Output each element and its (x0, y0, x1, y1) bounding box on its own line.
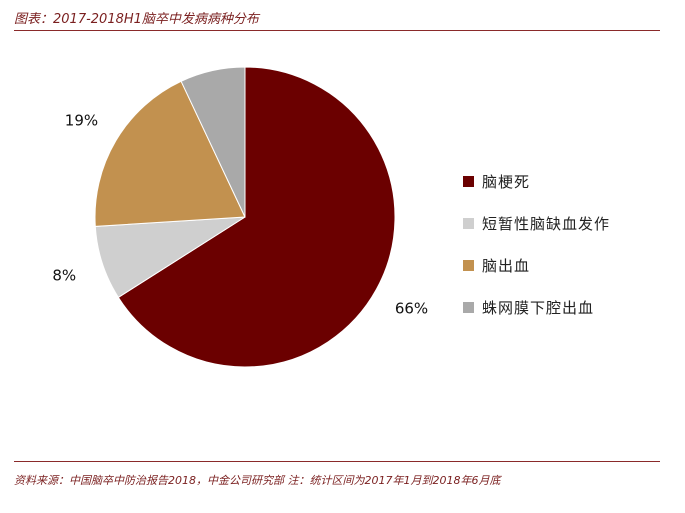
legend-item-tia: 短暂性脑缺血发作 (463, 212, 610, 234)
legend-label: 蛛网膜下腔出血 (482, 298, 595, 317)
legend-swatch (463, 175, 474, 187)
pie-slice-cerebral-hemorrhage (94, 80, 246, 227)
pie-slice-subarachnoid-hemorrhage (180, 66, 246, 218)
legend-item-cerebral-hemorrhage: 脑出血 (463, 254, 610, 276)
slice-label-cerebral-infarction: 66% (395, 300, 428, 318)
chart-title: 图表：2017-2018H1脑卒中发病病种分布 (14, 12, 259, 27)
pie-slice-cerebral-infarction (117, 66, 396, 368)
legend-label: 脑梗死 (482, 172, 531, 191)
slice-label-tia: 8% (52, 267, 76, 285)
title-divider (14, 30, 660, 31)
chart-legend: 脑梗死 短暂性脑缺血发作 脑出血 蛛网膜下腔出血 (463, 170, 610, 338)
legend-item-cerebral-infarction: 脑梗死 (463, 170, 610, 192)
legend-label: 短暂性脑缺血发作 (482, 214, 611, 233)
source-note: 资料来源：中国脑卒中防治报告2018，中金公司研究部 注：统计区间为2017年1… (14, 474, 501, 487)
legend-swatch (463, 259, 474, 271)
footer-divider (14, 461, 660, 462)
legend-label: 脑出血 (482, 256, 531, 275)
slice-label-subarachnoid-hemorrhage: 7% (192, 40, 216, 41)
slice-label-cerebral-hemorrhage: 19% (65, 111, 98, 129)
legend-swatch (463, 217, 474, 229)
legend-item-subarachnoid-hemorrhage: 蛛网膜下腔出血 (463, 296, 610, 318)
legend-swatch (463, 301, 474, 313)
pie-chart: 66% 8% 19% 7% (52, 40, 428, 368)
